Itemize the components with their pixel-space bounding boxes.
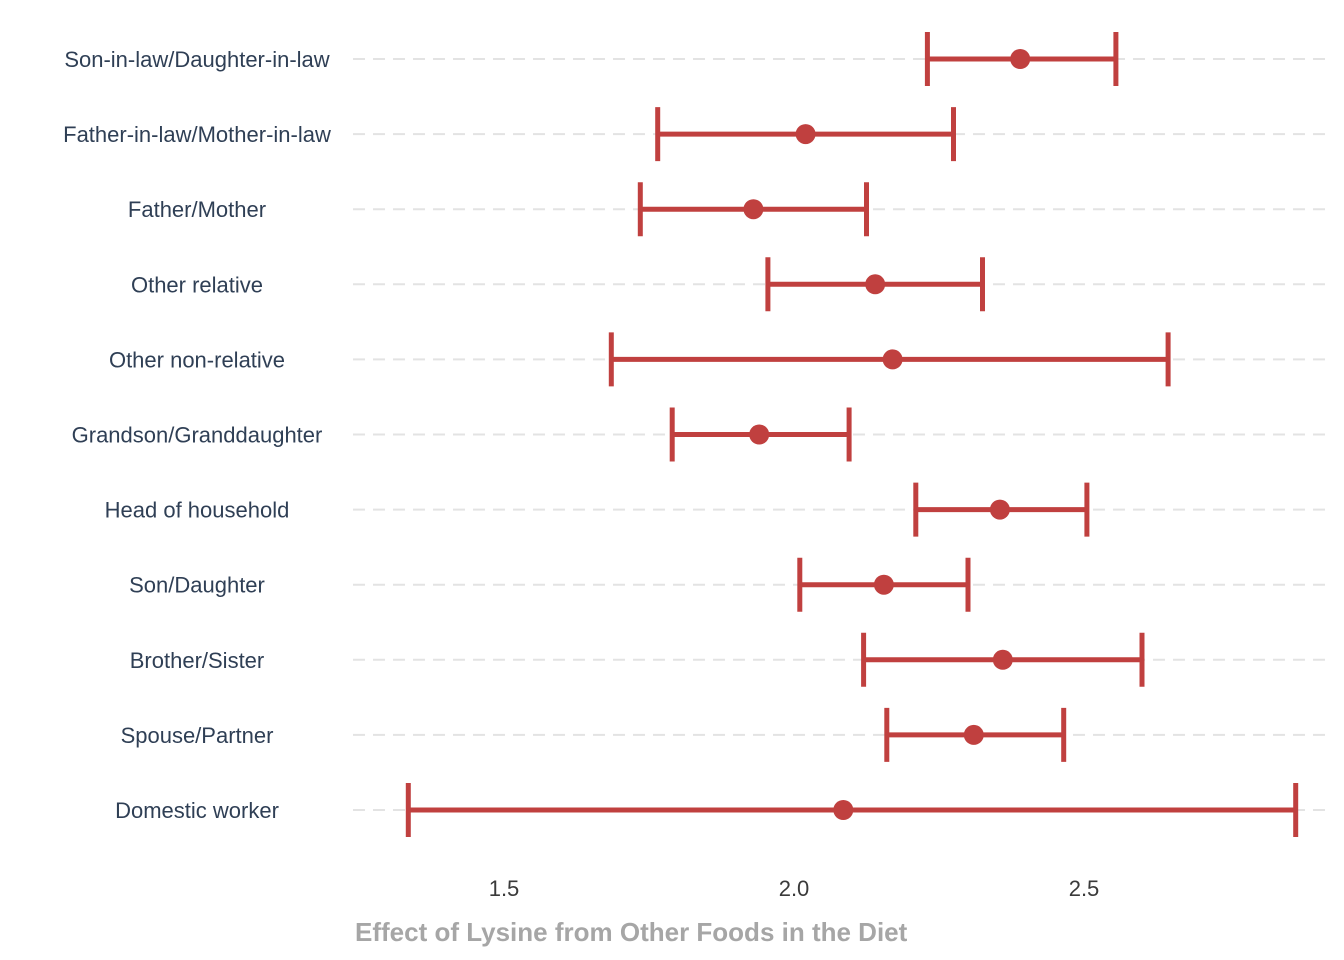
estimate-point [749, 424, 770, 445]
category-label: Brother/Sister [130, 648, 265, 673]
estimate-point [743, 199, 764, 220]
x-axis-title: Effect of Lysine from Other Foods in the… [355, 917, 908, 947]
category-label: Other relative [131, 272, 263, 297]
estimate-point [989, 499, 1010, 520]
x-axis-ticks: 1.5 2.0 2.5 [489, 876, 1100, 901]
category-label: Head of household [105, 498, 290, 523]
estimate-point [795, 124, 816, 145]
x-tick-label: 2.5 [1069, 876, 1100, 901]
category-label: Father/Mother [128, 197, 266, 222]
category-label: Domestic worker [115, 798, 279, 823]
estimate-point [1010, 49, 1031, 69]
x-tick-label: 1.5 [489, 876, 520, 901]
category-label: Son/Daughter [129, 573, 265, 598]
estimate-points [743, 49, 1031, 820]
estimate-point [865, 274, 886, 295]
category-label: Son-in-law/Daughter-in-law [64, 47, 329, 72]
category-label: Grandson/Granddaughter [72, 423, 323, 448]
estimate-point [833, 800, 854, 820]
category-label: Spouse/Partner [121, 723, 274, 748]
estimate-point [882, 349, 903, 370]
x-tick-label: 2.0 [779, 876, 810, 901]
estimate-point [873, 574, 894, 595]
category-label: Father-in-law/Mother-in-law [63, 122, 331, 147]
category-label: Other non-relative [109, 347, 285, 372]
category-labels: Son-in-law/Daughter-in-law Father-in-law/… [63, 47, 331, 823]
estimate-point [963, 724, 984, 745]
estimate-point [992, 649, 1013, 670]
